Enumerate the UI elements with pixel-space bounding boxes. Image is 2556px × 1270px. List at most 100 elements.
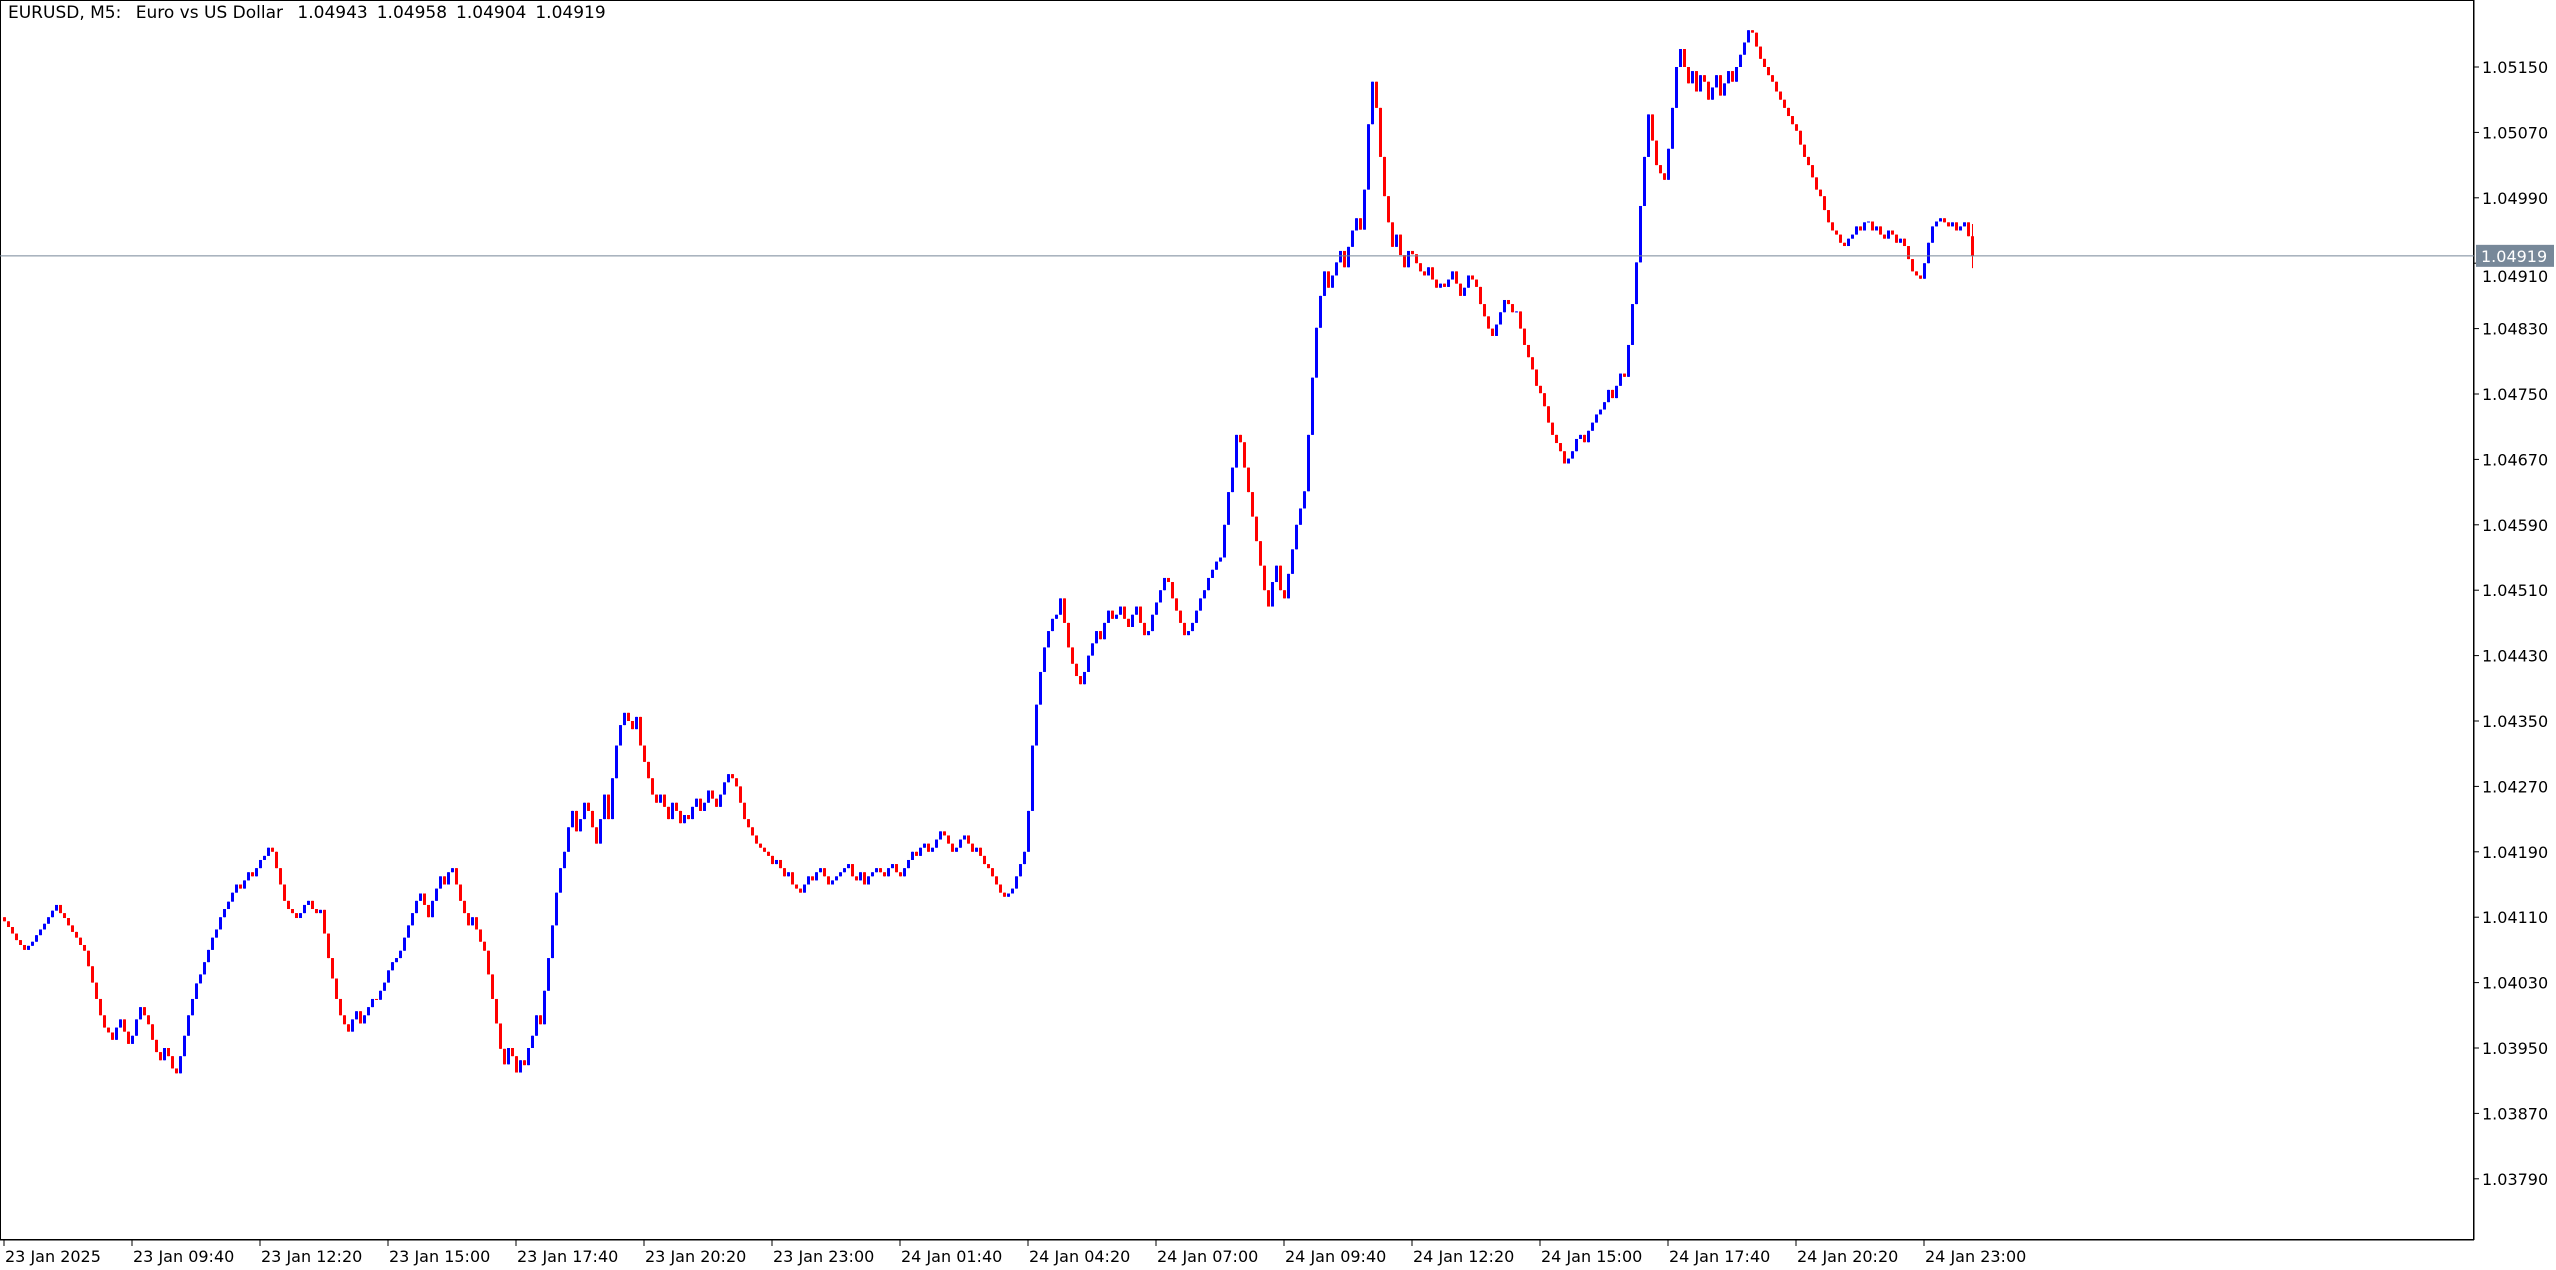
- candle: [1739, 54, 1742, 67]
- candle: [1671, 107, 1674, 149]
- candle: [71, 925, 74, 932]
- candle: [255, 868, 258, 877]
- candle-body: [515, 1056, 518, 1073]
- candle: [555, 892, 558, 926]
- candle: [587, 802, 590, 811]
- candle: [1727, 71, 1730, 84]
- candle: [227, 901, 230, 910]
- candle-body: [703, 802, 706, 811]
- candle-body: [1207, 577, 1210, 591]
- price-tick-label: 1.04270: [2482, 777, 2548, 796]
- candle-body: [311, 900, 314, 910]
- candle: [179, 1056, 182, 1074]
- candle-body: [1047, 631, 1050, 648]
- price-tick-label: 1.04510: [2482, 581, 2548, 600]
- candle-body: [743, 802, 746, 820]
- candle-body: [227, 901, 230, 910]
- candle-body: [1131, 614, 1134, 627]
- candle-body: [1635, 262, 1638, 305]
- candle-body: [323, 909, 326, 934]
- candle-body: [995, 876, 998, 885]
- candle-body: [139, 1007, 142, 1020]
- candle: [1347, 246, 1350, 268]
- candle: [223, 909, 226, 918]
- candle: [1199, 598, 1202, 611]
- candle: [1583, 434, 1586, 443]
- candle: [1451, 271, 1454, 280]
- candle-body: [707, 790, 710, 803]
- candle-body: [887, 868, 890, 877]
- price-tick-label: 1.03790: [2482, 1170, 2548, 1189]
- candle: [1567, 458, 1570, 464]
- candle-body: [1183, 622, 1186, 636]
- candle-body: [131, 1035, 134, 1044]
- candle-body: [687, 815, 690, 820]
- candle: [551, 925, 554, 959]
- price-tick-label: 1.04750: [2482, 385, 2548, 404]
- candle-body: [1527, 344, 1530, 358]
- candle: [967, 835, 970, 844]
- candle: [755, 835, 758, 844]
- candle: [795, 884, 798, 889]
- candle: [1523, 328, 1526, 345]
- candle: [811, 876, 814, 881]
- candle: [1543, 393, 1546, 407]
- candle: [1879, 226, 1882, 235]
- candle-body: [1319, 295, 1322, 328]
- candle: [1903, 238, 1906, 247]
- candle-body: [1651, 114, 1654, 141]
- candle: [567, 827, 570, 852]
- candle-body: [1115, 614, 1118, 619]
- candle: [1459, 283, 1462, 296]
- candle-body: [1487, 316, 1490, 329]
- chart-header: EURUSD, M5: Euro vs US Dollar 1.04943 1.0…: [8, 3, 615, 23]
- candle: [243, 880, 246, 889]
- candle: [959, 839, 962, 848]
- candle: [1943, 218, 1946, 223]
- candle: [899, 872, 902, 877]
- candle-body: [1163, 577, 1166, 591]
- candle-body: [7, 921, 10, 928]
- candle: [1423, 271, 1426, 276]
- candle-body: [1019, 864, 1022, 877]
- candle-body: [1523, 328, 1526, 345]
- candle-body: [1699, 75, 1702, 92]
- candle-body: [627, 712, 630, 721]
- candle: [1707, 81, 1710, 100]
- candle-body: [179, 1056, 182, 1074]
- candle: [279, 868, 282, 885]
- candle: [599, 819, 602, 844]
- candle-body: [1627, 344, 1630, 377]
- candle-body: [1287, 573, 1290, 599]
- candle-body: [1471, 275, 1474, 280]
- candle: [63, 913, 66, 919]
- candle-body: [1171, 582, 1174, 599]
- candle: [319, 909, 322, 914]
- candle: [855, 876, 858, 881]
- candle: [1103, 622, 1106, 640]
- candle: [1295, 524, 1298, 550]
- candle-body: [979, 847, 982, 856]
- candle: [751, 827, 754, 836]
- candle-body: [1011, 888, 1014, 894]
- candle-body: [1395, 234, 1398, 247]
- candle: [1155, 602, 1158, 615]
- candle: [1519, 311, 1522, 329]
- candle: [347, 1024, 350, 1032]
- candle: [823, 868, 826, 877]
- candle: [615, 745, 618, 779]
- candle: [907, 859, 910, 869]
- candle: [703, 802, 706, 811]
- candle: [183, 1035, 186, 1057]
- ohlc-open: 1.04943: [297, 3, 368, 23]
- candle-body: [211, 937, 214, 950]
- candle-body: [1295, 524, 1298, 550]
- candle: [879, 868, 882, 873]
- candle: [1375, 81, 1378, 108]
- candle: [627, 712, 630, 721]
- time-tick-label: 23 Jan 15:00: [389, 1247, 490, 1266]
- candle-body: [1835, 230, 1838, 235]
- candle: [539, 1015, 542, 1025]
- candle: [1223, 524, 1226, 558]
